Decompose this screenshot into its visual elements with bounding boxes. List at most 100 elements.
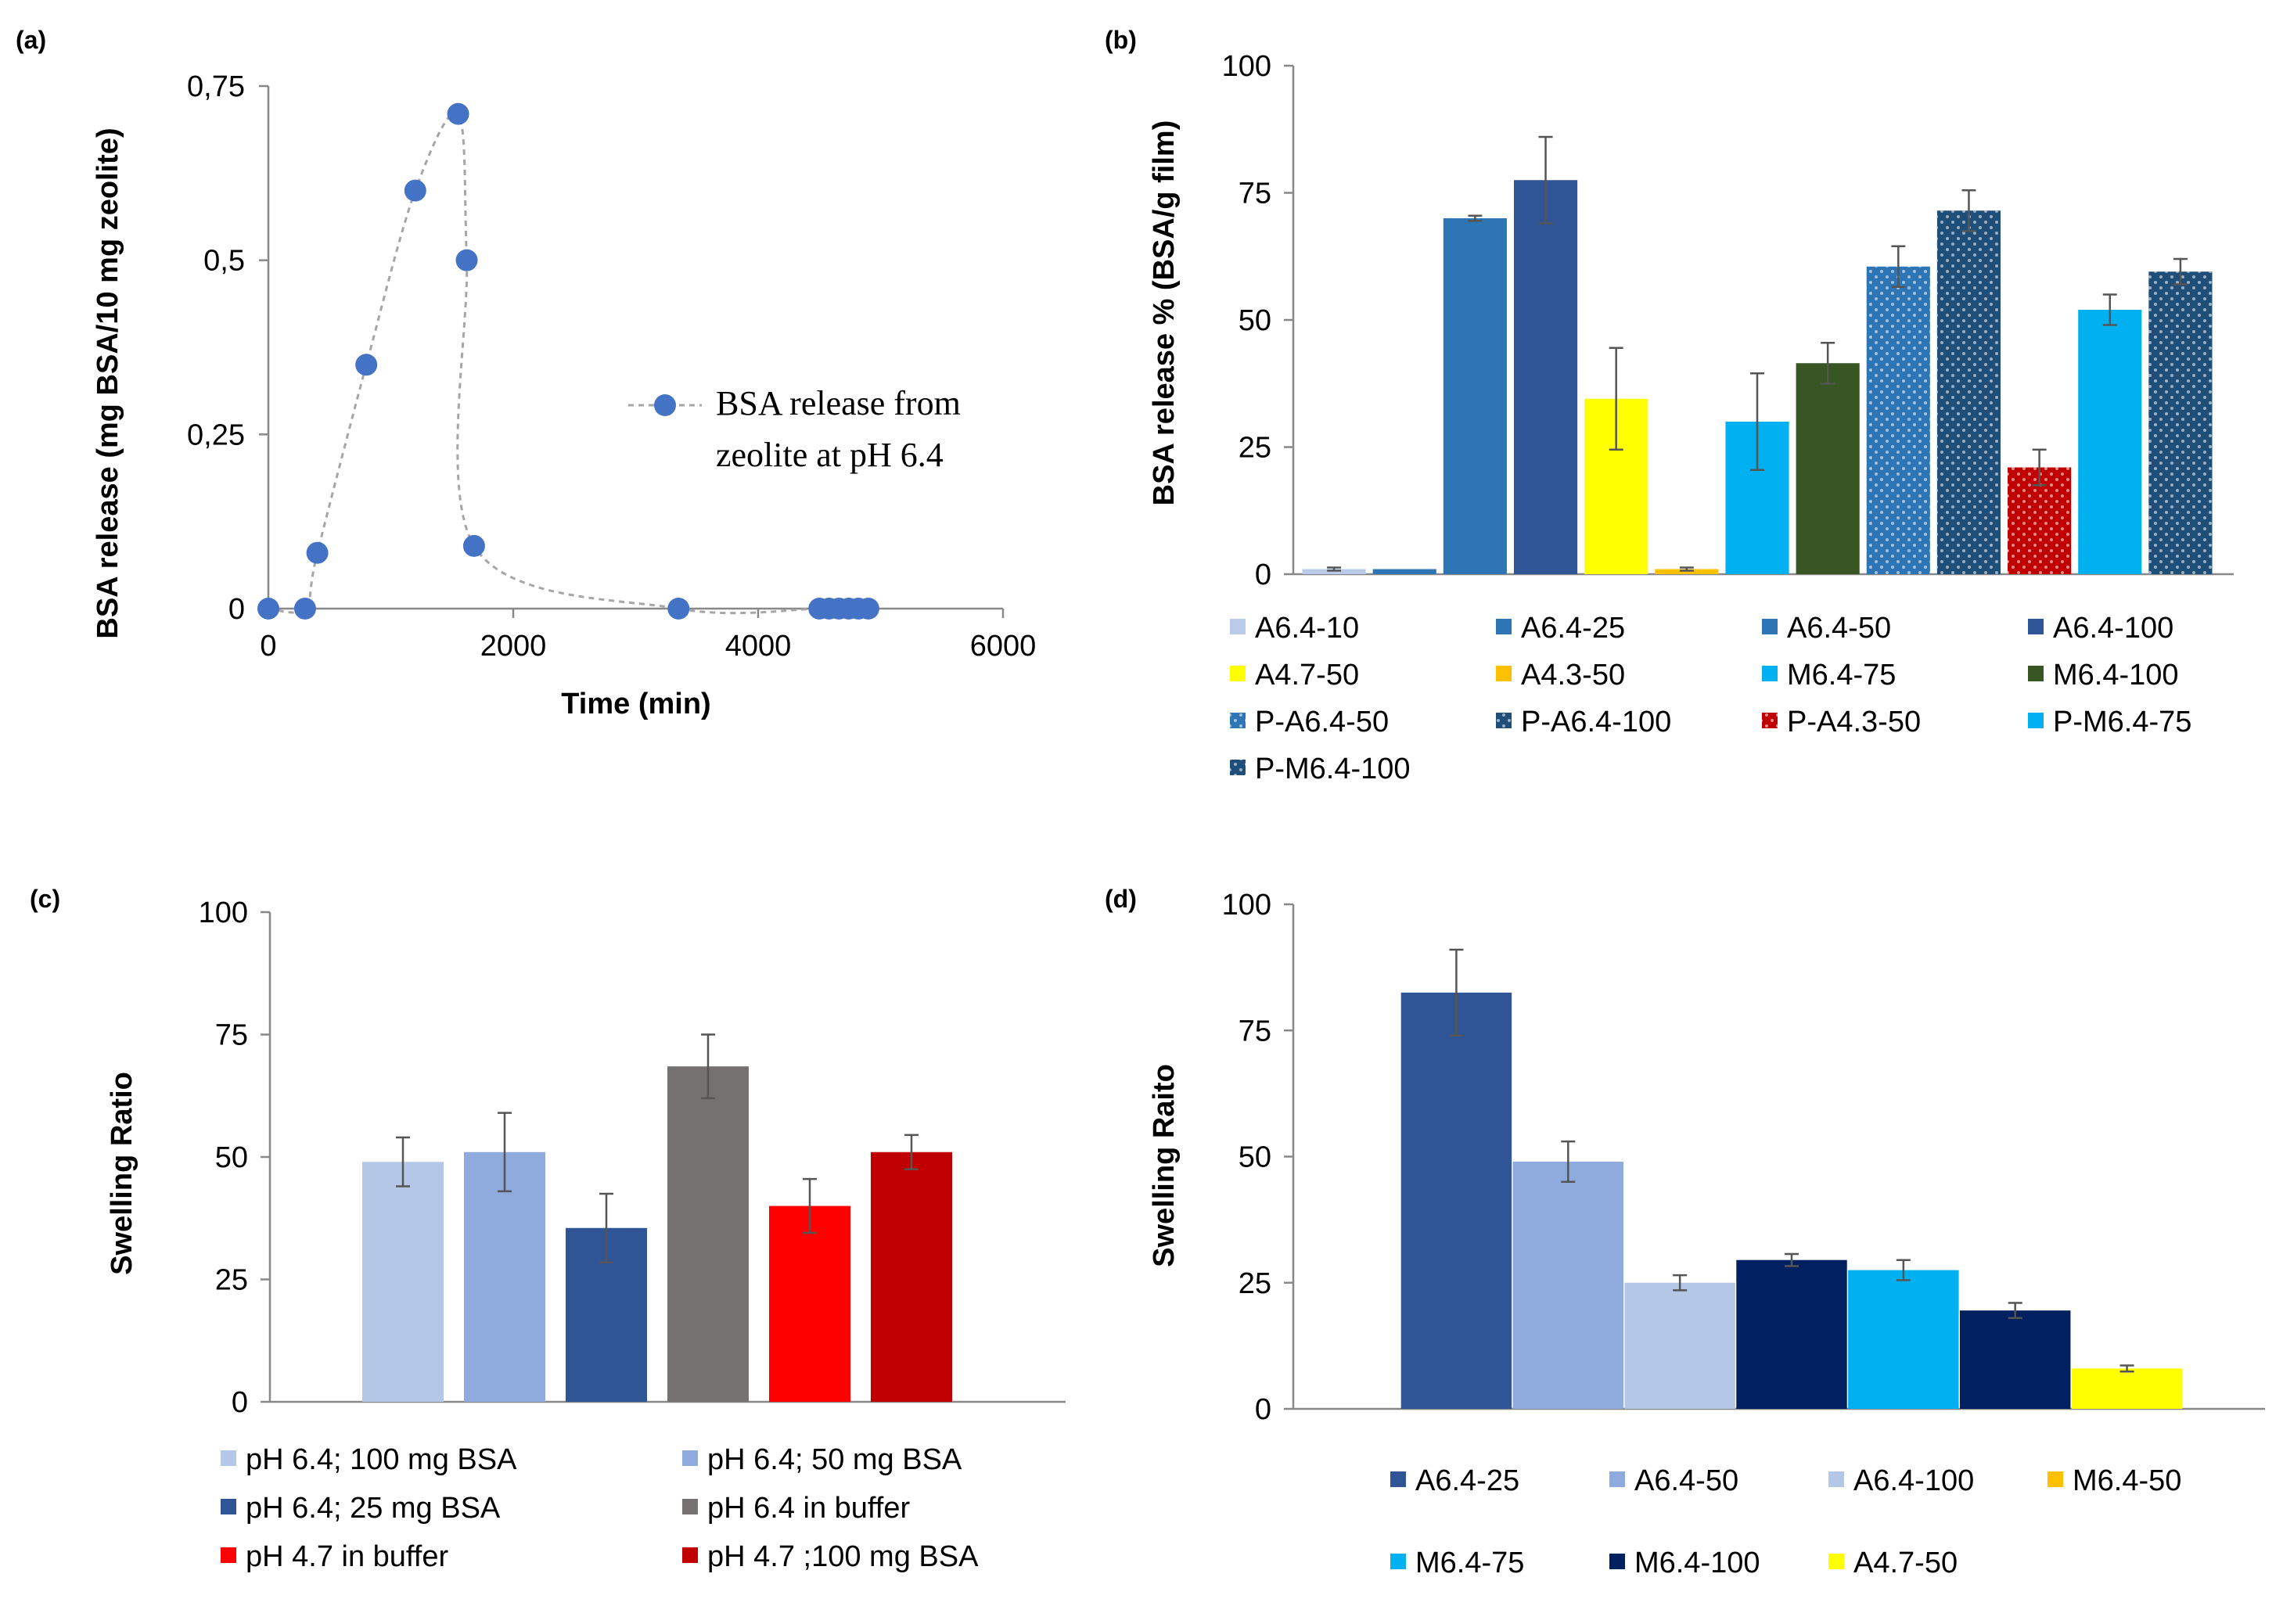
legend-swatch-d [1828,1554,1844,1569]
y-tick-label-d: 75 [1239,1015,1271,1047]
legend-swatch-b [1762,619,1778,634]
legend-swatch-b [2028,713,2044,728]
data-point-a [667,598,690,620]
bar-b [1796,363,1860,574]
legend-label-c: pH 4.7 ;100 mg BSA [707,1540,979,1573]
legend-swatch-c [682,1547,698,1563]
bar-d [1624,1282,1735,1409]
y-tick-label-b: 100 [1222,50,1271,83]
data-point-a [857,598,879,620]
legend-swatch-b [1762,666,1778,681]
legend-swatch-c [682,1450,698,1466]
ylabel-b: BSA release % (BSA/g film) [1148,120,1181,506]
legend-label-b: A6.4-10 [1255,612,1359,645]
y-tick-label-a: 0 [228,593,245,626]
bar-d [1848,1270,1959,1409]
panel-label-c: (c) [30,885,60,913]
y-tick-label-d: 25 [1239,1267,1271,1300]
bar-c [464,1152,545,1402]
legend-swatch-d [1609,1554,1625,1569]
legend-label-b: P-A4.3-50 [1787,706,1921,738]
legend-label-b: P-A6.4-50 [1255,706,1389,738]
y-tick-label-d: 0 [1255,1393,1271,1426]
legend-a-line1: BSA release from [716,384,961,422]
data-point-a [306,541,329,564]
data-point-a [455,249,478,271]
legend-swatch-pattern-b [1230,713,1246,728]
y-tick-label-c: 0 [232,1386,248,1419]
y-tick-label-c: 75 [215,1019,248,1052]
legend-swatch-c [221,1547,236,1563]
chart-c: Swelling Ratio 0 25 50 75 100 pH 6.4; 100 mg … [106,896,1066,1573]
bar-d [2071,1368,2183,1409]
legend-label-b: M6.4-100 [2053,659,2179,692]
panel-label-a: (a) [16,26,46,54]
legend-swatch-b [2028,619,2044,634]
y-tick-label-a: 0,5 [203,245,245,278]
bar-b [1372,569,1436,574]
legend-label-b: A6.4-25 [1521,612,1625,645]
bar-d [1400,992,1512,1409]
data-point-a [293,598,316,620]
bar-pattern-b [1866,266,1930,574]
x-tick-label-a: 4000 [725,630,792,663]
bar-d [1512,1161,1623,1409]
bar-pattern-b [1936,210,2001,574]
legend-label-d: A4.7-50 [1853,1547,1958,1579]
bar-c [362,1162,444,1402]
x-tick-label-a: 6000 [970,630,1037,663]
bar-b [1513,180,1578,574]
legend-swatch-b [2028,666,2044,681]
ylabel-d: Swelling Raito [1148,1064,1181,1267]
legend-swatch-d [1609,1471,1625,1487]
legend-label-d: A6.4-25 [1415,1464,1519,1497]
data-point-a [355,354,378,376]
y-tick-label-a: 0,75 [187,70,245,103]
y-tick-label-c: 50 [215,1141,248,1174]
legend-swatch-b [1230,619,1246,634]
legend-label-b: M6.4-75 [1787,659,1896,692]
bar-d [1736,1259,1847,1409]
legend-label-b: P-A6.4-100 [1521,706,1671,738]
x-tick-label-a: 0 [260,630,276,663]
data-point-a [447,102,469,125]
ylabel-a: BSA release (mg BSA/10 mg zeolite) [92,128,124,638]
y-tick-label-c: 25 [215,1264,248,1297]
legend-label-d: A6.4-50 [1634,1464,1738,1497]
chart-b: BSA release % (BSA/g film) 0 25 50 75 100 A6.… [1148,50,2234,785]
legend-label-c: pH 6.4; 50 mg BSA [707,1443,962,1476]
y-tick-label-d: 100 [1222,889,1271,922]
legend-label-d: M6.4-50 [2073,1464,2181,1497]
legend-swatch-d [2048,1471,2063,1487]
legend-swatch-d [1390,1554,1406,1569]
bar-b [2078,310,2142,574]
legend-label-c: pH 4.7 in buffer [246,1540,448,1573]
legend-swatch-b [1230,666,1246,681]
bar-c [871,1152,952,1402]
bar-c [769,1205,850,1402]
legend-marker-a [654,394,676,416]
bar-b [1655,569,1719,574]
y-tick-label-b: 0 [1255,559,1271,591]
legend-swatch-c [221,1499,236,1514]
legend-label-b: A6.4-50 [1787,612,1891,645]
legend-swatch-b [1496,666,1512,681]
chart-a: BSA release (mg BSA/10 mg zeolite) Time … [92,70,1036,720]
panel-label-b: (b) [1105,26,1137,54]
y-tick-label-c: 100 [199,896,248,929]
legend-swatch-c [682,1499,698,1514]
legend-swatch-d [1828,1471,1844,1487]
legend-a-line2: zeolite at pH 6.4 [716,436,944,474]
legend-swatch-pattern-b [1762,713,1778,728]
bar-b [1443,218,1507,574]
legend-swatch-pattern-b [1230,760,1246,775]
legend-swatch-pattern-b [1496,713,1512,728]
legend-label-b: P-M6.4-100 [1255,753,1411,785]
legend-label-b: A6.4-100 [2053,612,2173,645]
legend-label-b: A4.7-50 [1255,659,1359,692]
y-tick-label-b: 25 [1239,432,1271,465]
legend-label-b: A4.3-50 [1521,659,1625,692]
chart-d: Swelling Raito 0 25 50 75 100 A6.4-25 A6.4-50 A… [1148,889,2265,1579]
data-point-a [404,179,426,202]
bar-b [1302,569,1366,574]
